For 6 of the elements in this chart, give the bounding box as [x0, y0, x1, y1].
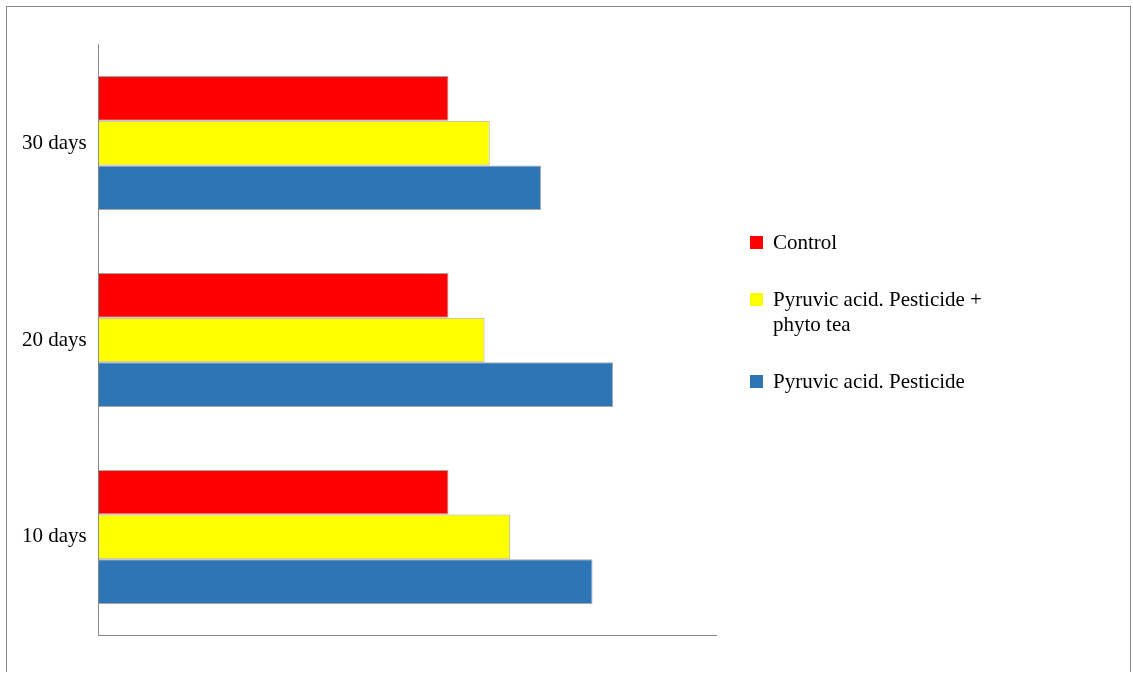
legend-label: Control — [773, 230, 838, 255]
y-tick-label: 30 days — [21, 129, 87, 154]
legend-label: Pyruvic acid. Pesticide — [773, 369, 965, 394]
y-tick-label: 10 days — [21, 523, 87, 548]
y-tick-label: 20 days — [21, 326, 87, 351]
legend-label: Pyruvic acid. Pesticide + phyto tea — [773, 287, 983, 337]
